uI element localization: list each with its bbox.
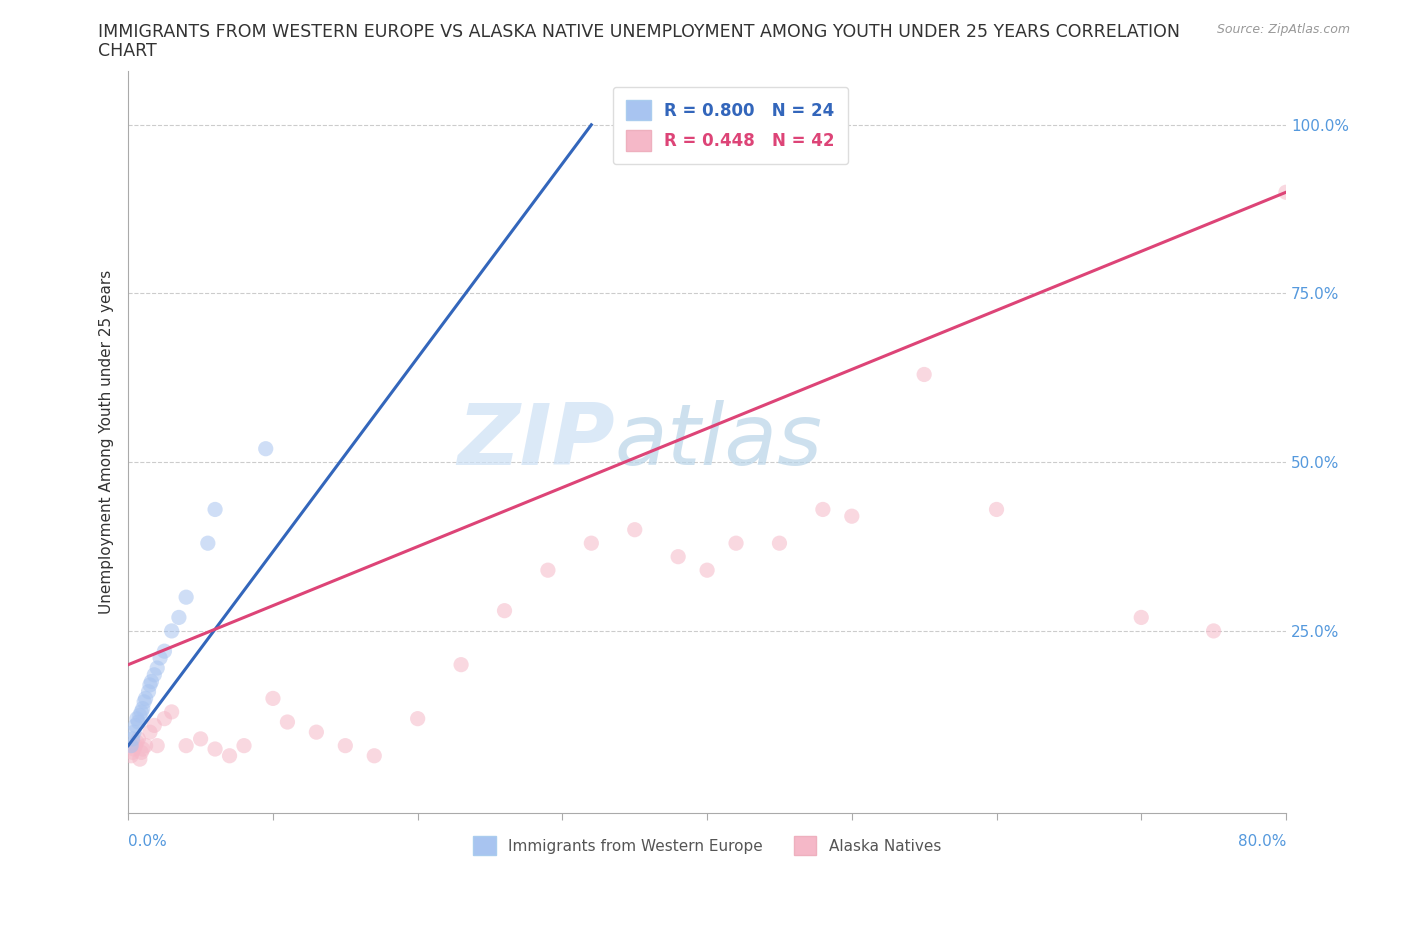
Point bbox=[121, 745, 143, 760]
Legend: Immigrants from Western Europe, Alaska Natives: Immigrants from Western Europe, Alaska N… bbox=[467, 830, 948, 861]
Point bbox=[125, 711, 148, 726]
Point bbox=[124, 718, 146, 733]
Point bbox=[132, 741, 155, 756]
Point bbox=[160, 623, 183, 638]
Point bbox=[276, 714, 298, 729]
Point bbox=[124, 738, 146, 753]
Point bbox=[129, 704, 152, 719]
Point bbox=[120, 738, 142, 753]
Text: 80.0%: 80.0% bbox=[1237, 834, 1286, 849]
Point bbox=[153, 711, 176, 726]
Point bbox=[127, 714, 149, 729]
Point bbox=[146, 660, 169, 675]
Text: atlas: atlas bbox=[614, 401, 823, 484]
Text: ZIP: ZIP bbox=[457, 401, 614, 484]
Point bbox=[135, 691, 157, 706]
Point bbox=[204, 741, 226, 756]
Text: IMMIGRANTS FROM WESTERN EUROPE VS ALASKA NATIVE UNEMPLOYMENT AMONG YOUTH UNDER 2: IMMIGRANTS FROM WESTERN EUROPE VS ALASKA… bbox=[98, 23, 1181, 41]
Point bbox=[1275, 185, 1298, 200]
Point bbox=[811, 502, 834, 517]
Point bbox=[1130, 610, 1153, 625]
Text: CHART: CHART bbox=[98, 42, 157, 60]
Point bbox=[127, 732, 149, 747]
Point bbox=[1202, 623, 1225, 638]
Point bbox=[581, 536, 603, 551]
Point bbox=[121, 732, 143, 747]
Point bbox=[174, 590, 197, 604]
Point bbox=[160, 704, 183, 719]
Point bbox=[190, 732, 212, 747]
Point bbox=[406, 711, 429, 726]
Point bbox=[143, 668, 166, 683]
Point bbox=[153, 644, 176, 658]
Point bbox=[986, 502, 1008, 517]
Point bbox=[666, 550, 689, 565]
Point bbox=[141, 674, 163, 689]
Point bbox=[146, 738, 169, 753]
Point bbox=[143, 718, 166, 733]
Point bbox=[204, 502, 226, 517]
Point bbox=[218, 749, 240, 764]
Point bbox=[537, 563, 560, 578]
Point bbox=[725, 536, 748, 551]
Point bbox=[262, 691, 284, 706]
Point bbox=[696, 563, 718, 578]
Point bbox=[305, 724, 328, 739]
Point bbox=[254, 441, 277, 456]
Point bbox=[335, 738, 357, 753]
Point bbox=[122, 724, 145, 739]
Point bbox=[128, 708, 150, 723]
Point bbox=[363, 749, 385, 764]
Point bbox=[120, 749, 142, 764]
Point bbox=[623, 523, 645, 538]
Point bbox=[494, 604, 516, 618]
Point bbox=[125, 735, 148, 750]
Point bbox=[139, 724, 162, 739]
Point bbox=[129, 745, 152, 760]
Point bbox=[139, 677, 162, 692]
Point bbox=[197, 536, 219, 551]
Point bbox=[135, 738, 157, 753]
Point bbox=[768, 536, 790, 551]
Point bbox=[122, 741, 145, 756]
Point bbox=[134, 695, 156, 710]
Text: 0.0%: 0.0% bbox=[128, 834, 167, 849]
Point bbox=[128, 751, 150, 766]
Point bbox=[841, 509, 863, 524]
Point bbox=[132, 701, 155, 716]
Point bbox=[149, 650, 172, 665]
Point bbox=[174, 738, 197, 753]
Point bbox=[167, 610, 190, 625]
Point bbox=[912, 367, 935, 382]
Point bbox=[450, 658, 472, 672]
Text: Source: ZipAtlas.com: Source: ZipAtlas.com bbox=[1216, 23, 1350, 36]
Point bbox=[138, 684, 160, 699]
Y-axis label: Unemployment Among Youth under 25 years: Unemployment Among Youth under 25 years bbox=[100, 270, 114, 614]
Point bbox=[233, 738, 256, 753]
